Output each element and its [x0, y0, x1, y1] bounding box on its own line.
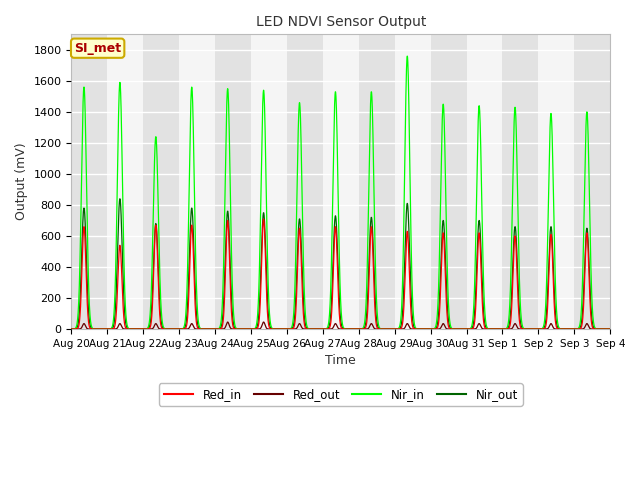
Y-axis label: Output (mV): Output (mV) [15, 143, 28, 220]
Bar [395, 35, 431, 329]
Title: LED NDVI Sensor Output: LED NDVI Sensor Output [255, 15, 426, 29]
Bar [467, 35, 502, 329]
Legend: Red_in, Red_out, Nir_in, Nir_out: Red_in, Red_out, Nir_in, Nir_out [159, 383, 523, 406]
Bar [287, 35, 323, 329]
Bar [108, 35, 143, 329]
Bar [323, 35, 359, 329]
Bar [251, 35, 287, 329]
Bar [72, 35, 108, 329]
Bar [143, 35, 179, 329]
Bar [179, 35, 215, 329]
Bar [574, 35, 611, 329]
Bar [502, 35, 538, 329]
Bar [359, 35, 395, 329]
Bar [431, 35, 467, 329]
Text: SI_met: SI_met [74, 42, 121, 55]
Bar [538, 35, 574, 329]
X-axis label: Time: Time [326, 354, 356, 367]
Bar [215, 35, 251, 329]
